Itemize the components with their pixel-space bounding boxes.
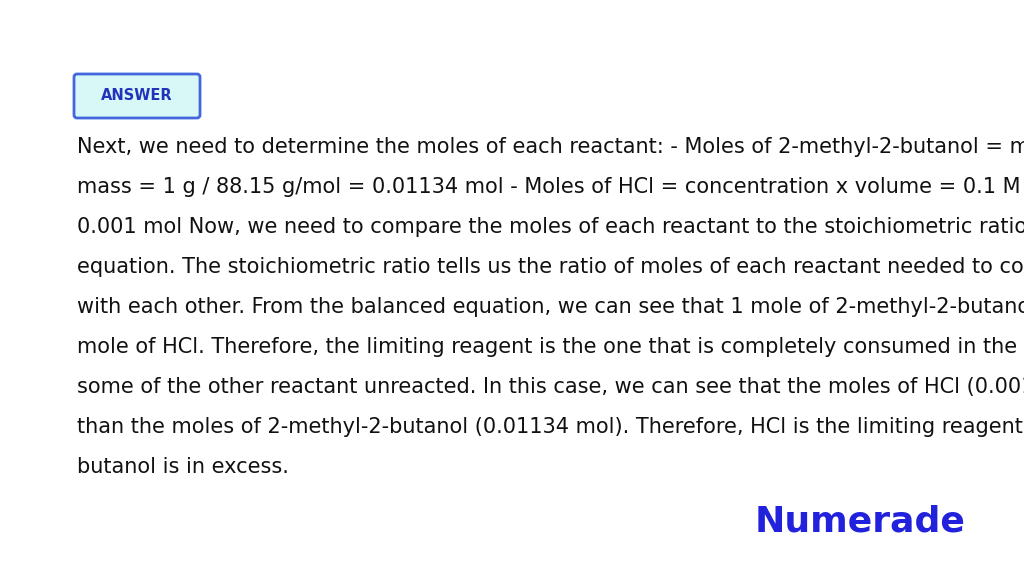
Text: some of the other reactant unreacted. In this case, we can see that the moles of: some of the other reactant unreacted. In… bbox=[77, 377, 1024, 397]
Text: butanol is in excess.: butanol is in excess. bbox=[77, 457, 289, 477]
Text: Next, we need to determine the moles of each reactant: - Moles of 2-methyl-2-but: Next, we need to determine the moles of … bbox=[77, 137, 1024, 157]
Text: mass = 1 g / 88.15 g/mol = 0.01134 mol - Moles of HCl = concentration x volume =: mass = 1 g / 88.15 g/mol = 0.01134 mol -… bbox=[77, 177, 1024, 197]
Text: with each other. From the balanced equation, we can see that 1 mole of 2-methyl-: with each other. From the balanced equat… bbox=[77, 297, 1024, 317]
Text: mole of HCl. Therefore, the limiting reagent is the one that is completely consu: mole of HCl. Therefore, the limiting rea… bbox=[77, 337, 1024, 357]
Text: Numerade: Numerade bbox=[754, 504, 965, 538]
Text: equation. The stoichiometric ratio tells us the ratio of moles of each reactant : equation. The stoichiometric ratio tells… bbox=[77, 257, 1024, 277]
Text: than the moles of 2-methyl-2-butanol (0.01134 mol). Therefore, HCl is the limiti: than the moles of 2-methyl-2-butanol (0.… bbox=[77, 417, 1024, 437]
Text: 0.001 mol Now, we need to compare the moles of each reactant to the stoichiometr: 0.001 mol Now, we need to compare the mo… bbox=[77, 217, 1024, 237]
Text: ANSWER: ANSWER bbox=[101, 89, 173, 104]
FancyBboxPatch shape bbox=[74, 74, 200, 118]
